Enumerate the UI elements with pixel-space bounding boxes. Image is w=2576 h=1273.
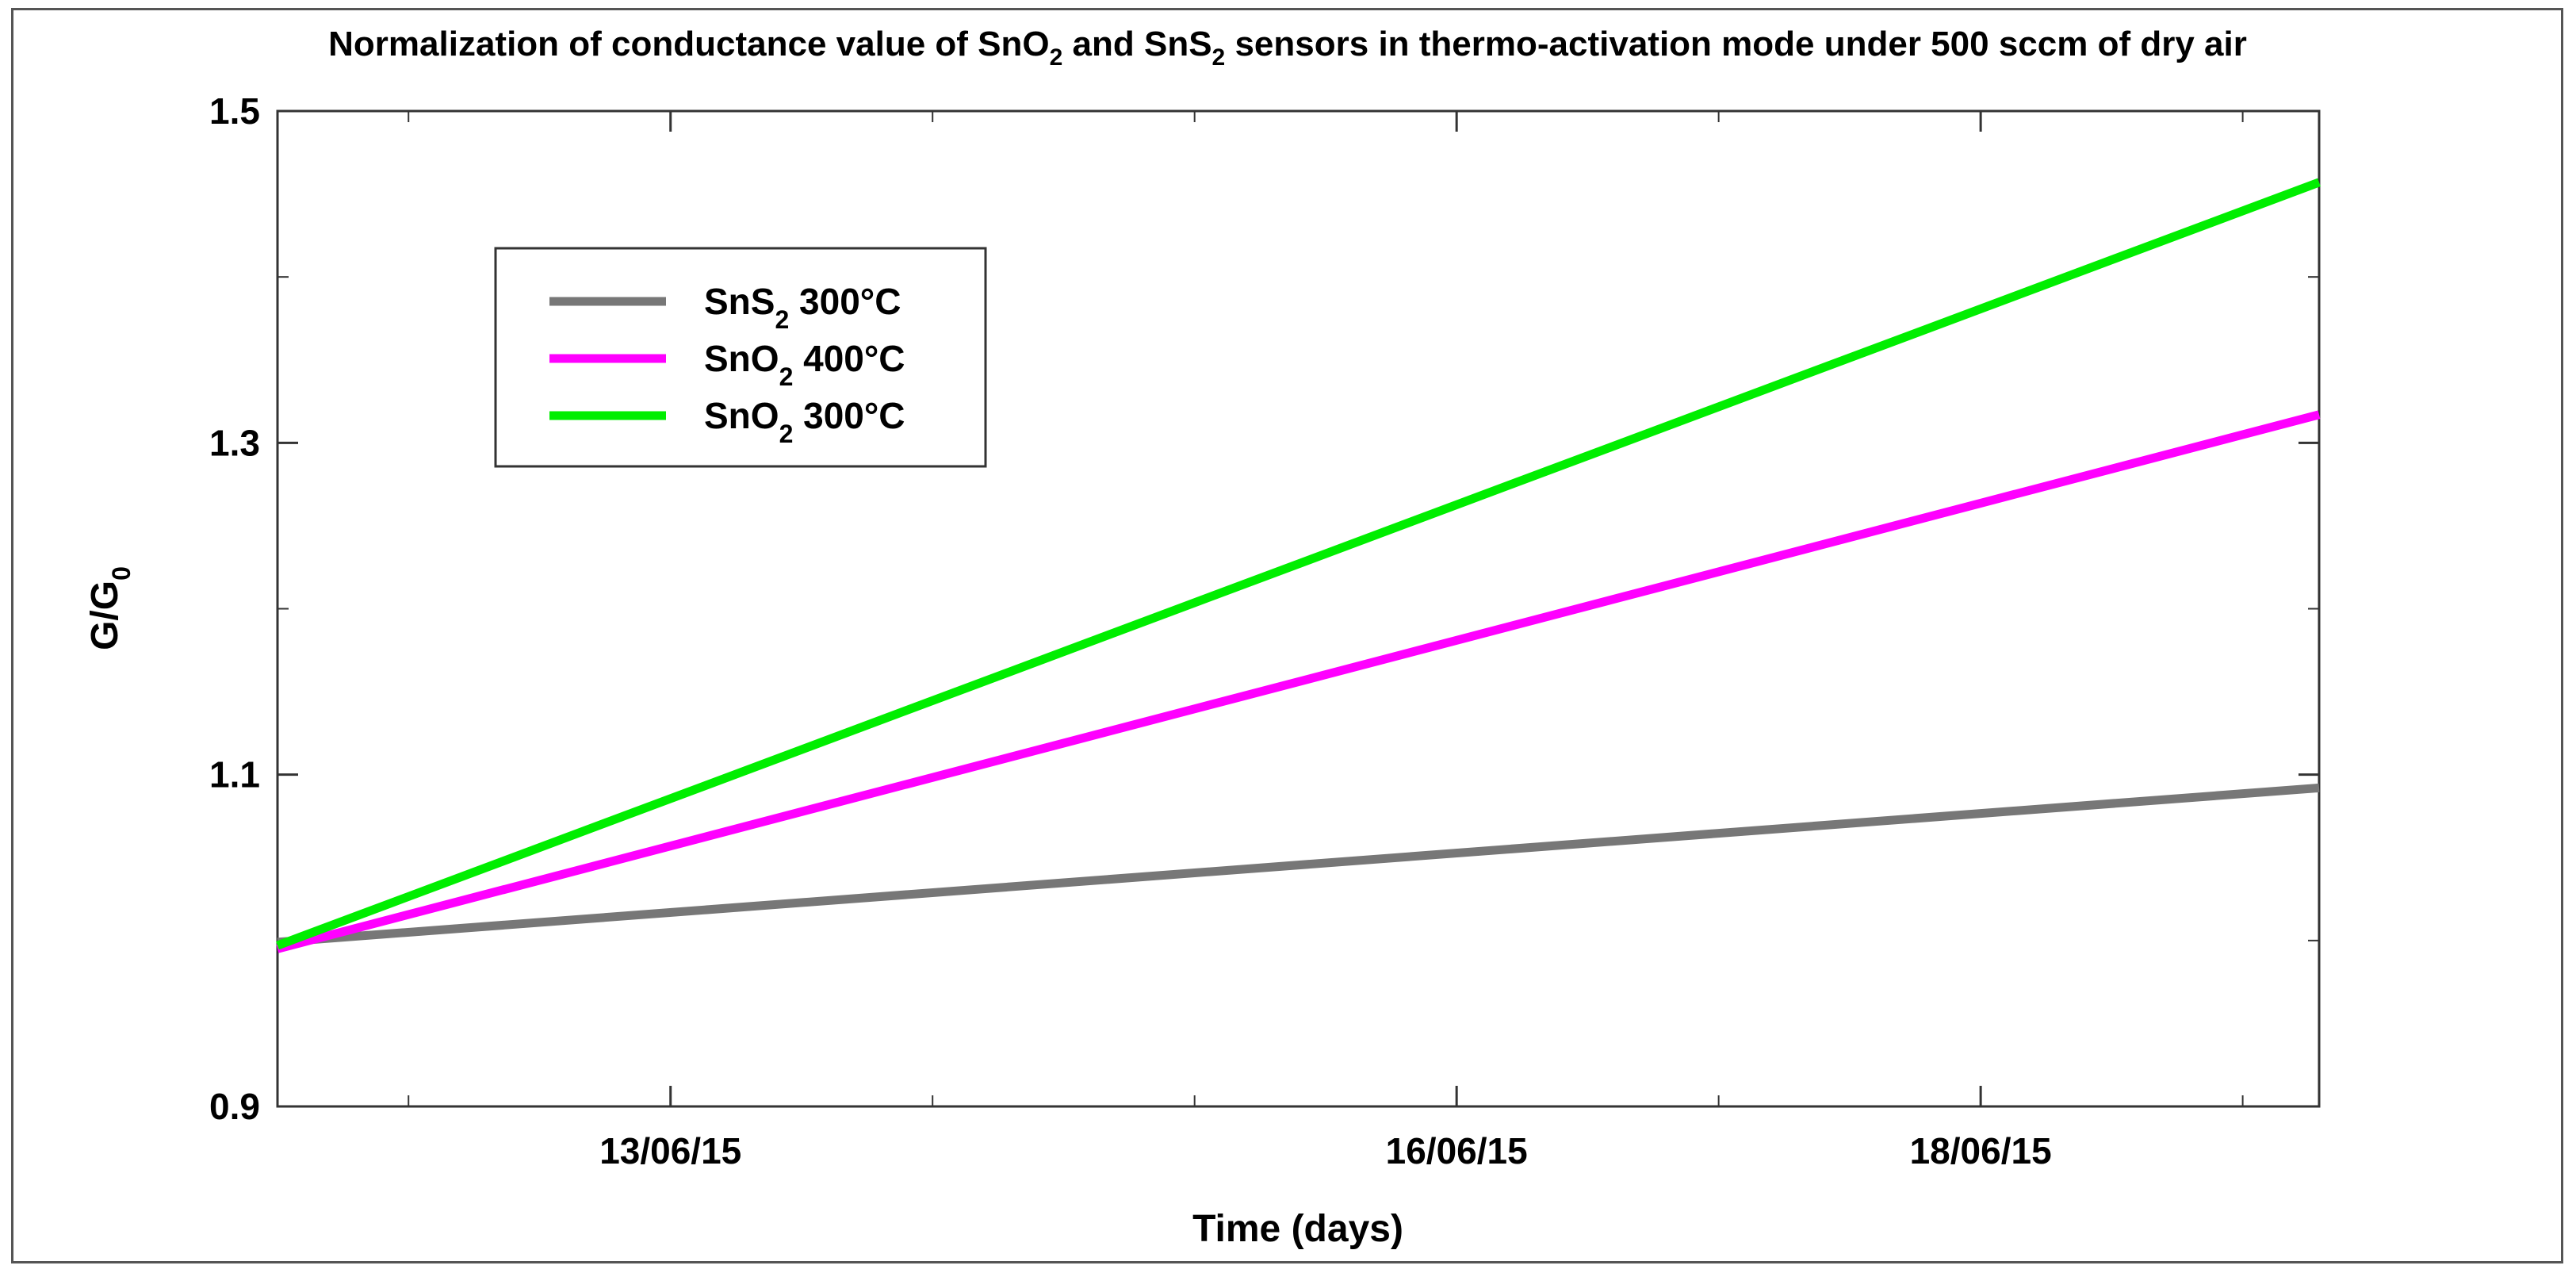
legend-label: SnO2 300°C xyxy=(704,395,905,448)
x-tick-label: 16/06/15 xyxy=(1386,1130,1528,1171)
figure-frame xyxy=(11,8,2563,1263)
chart-title-part: 2 xyxy=(1050,44,1063,71)
y-tick-label: 0.9 xyxy=(209,1086,260,1127)
chart-title: Normalization of conductance value of Sn… xyxy=(328,25,2247,71)
chart-title-part: 2 xyxy=(1212,44,1226,71)
y-tick-label: 1.3 xyxy=(209,422,260,463)
x-tick-label: 13/06/15 xyxy=(599,1130,741,1171)
chart-title-part: and SnS xyxy=(1062,25,1211,63)
y-tick-label: 1.1 xyxy=(209,754,260,796)
legend-label: SnO2 400°C xyxy=(704,338,905,391)
y-axis-label: G/G0 xyxy=(84,566,136,650)
chart-title-part: Normalization of conductance value of Sn… xyxy=(328,25,1049,63)
chart-title-part: sensors in thermo-activation mode under … xyxy=(1225,25,2247,63)
y-tick-label: 1.5 xyxy=(209,90,260,132)
y-axis-label-subscript: 0 xyxy=(107,566,136,581)
x-axis: 13/06/15 16/06/15 18/06/15 xyxy=(599,111,2052,1171)
series-line xyxy=(276,410,2321,953)
series-line xyxy=(277,783,2320,947)
legend-label: SnS2 300°C xyxy=(704,281,901,334)
x-axis-label: Time (days) xyxy=(1192,1208,1403,1250)
y-axis-label-main: G/G xyxy=(84,581,126,650)
series-lines xyxy=(276,178,2321,953)
x-tick-label: 18/06/15 xyxy=(1910,1130,2052,1171)
series-line xyxy=(276,178,2321,950)
y-axis: 0.9 1.1 1.3 1.5 xyxy=(209,90,2319,1127)
